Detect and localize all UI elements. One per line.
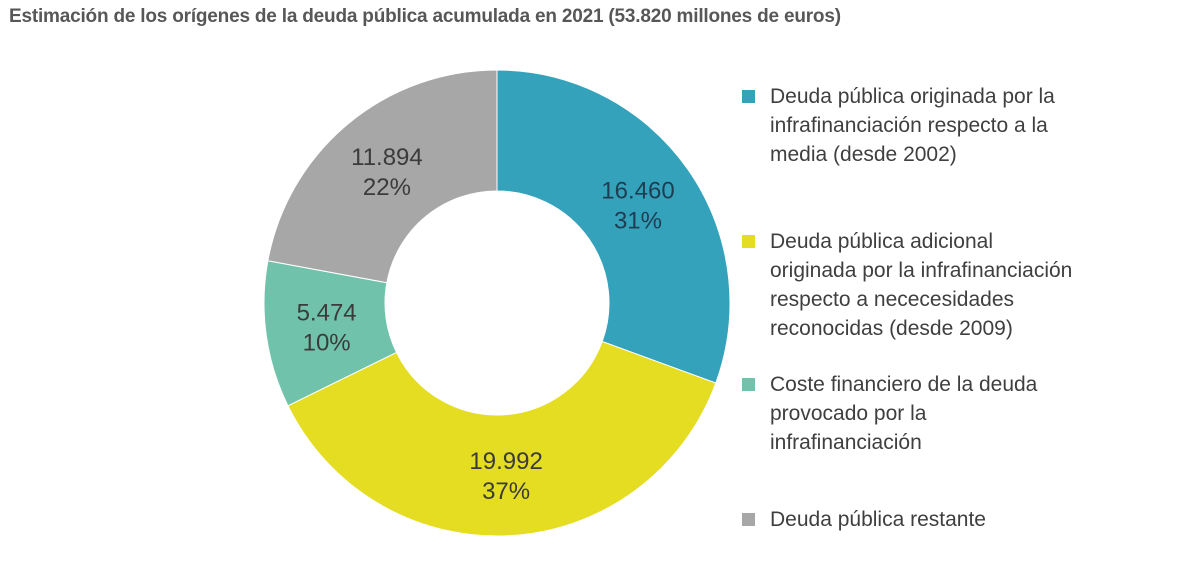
legend-item-2: Coste financiero de la deuda provocado p… bbox=[742, 370, 1182, 457]
legend-item-label: Deuda pública restante bbox=[770, 508, 986, 531]
chart-title: Estimación de los orígenes de la deuda p… bbox=[9, 6, 841, 27]
slice-data-label-1: 19.992 37% bbox=[469, 448, 542, 505]
legend-item-label: Coste financiero de la deuda provocado p… bbox=[770, 373, 1038, 454]
donut-slice-0 bbox=[496, 69, 731, 384]
donut-slice-3 bbox=[267, 69, 498, 284]
legend-item-label: Deuda pública originada por la infrafina… bbox=[770, 85, 1055, 166]
slice-data-label-2: 5.474 10% bbox=[297, 300, 357, 357]
donut-slice-1 bbox=[287, 340, 717, 537]
legend-item-label: Deuda pública adicional originada por la… bbox=[770, 230, 1073, 340]
legend-marker-icon bbox=[742, 378, 755, 391]
legend-item-1: Deuda pública adicional originada por la… bbox=[742, 227, 1182, 343]
chart-legend: Deuda pública originada por la infrafina… bbox=[742, 82, 1182, 534]
slice-data-label-0: 16.460 31% bbox=[601, 177, 674, 234]
legend-marker-icon bbox=[742, 90, 755, 103]
legend-item-0: Deuda pública originada por la infrafina… bbox=[742, 82, 1182, 169]
legend-marker-icon bbox=[742, 513, 755, 526]
legend-item-3: Deuda pública restante bbox=[742, 505, 1182, 534]
slice-data-label-3: 11.894 22% bbox=[351, 144, 423, 201]
legend-marker-icon bbox=[742, 235, 755, 248]
